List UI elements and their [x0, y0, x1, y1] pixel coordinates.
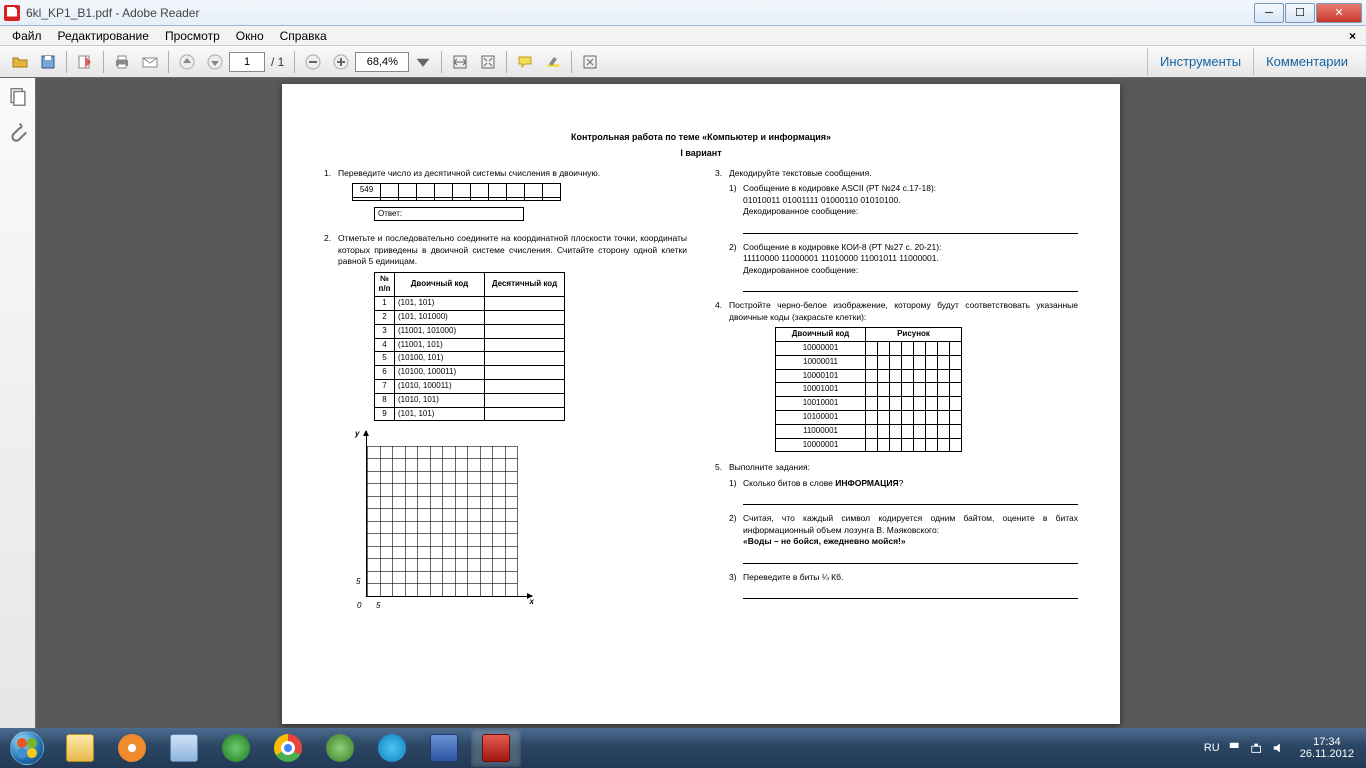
- reader-icon: [482, 734, 510, 762]
- tray-network-icon[interactable]: [1250, 741, 1264, 755]
- menu-file[interactable]: Файл: [4, 27, 50, 45]
- page-total: / 1: [271, 55, 284, 69]
- print-icon[interactable]: [110, 50, 134, 74]
- menu-view[interactable]: Просмотр: [157, 27, 228, 45]
- close-button[interactable]: ✕: [1316, 3, 1362, 23]
- save-icon[interactable]: [36, 50, 60, 74]
- pdf-page: Контрольная работа по теме «Компьютер и …: [282, 84, 1120, 724]
- zoom-out-icon[interactable]: [301, 50, 325, 74]
- title-bar: 6kl_KP1_B1.pdf - Adobe Reader ─ ☐ ✕: [0, 0, 1366, 26]
- language-indicator[interactable]: RU: [1204, 742, 1220, 754]
- thumbnails-icon[interactable]: [7, 86, 29, 108]
- system-tray: RU 17:3426.11.2012: [1198, 736, 1366, 760]
- tray-volume-icon[interactable]: [1272, 741, 1286, 755]
- fit-page-icon[interactable]: [476, 50, 500, 74]
- page-input[interactable]: 1: [229, 52, 265, 72]
- q1-table: 549: [352, 183, 561, 201]
- taskbar-word[interactable]: [419, 729, 469, 767]
- read-mode-icon[interactable]: [578, 50, 602, 74]
- taskbar-reader[interactable]: [471, 729, 521, 767]
- menu-help[interactable]: Справка: [272, 27, 335, 45]
- word-icon: [430, 734, 458, 762]
- calc-icon: [170, 734, 198, 762]
- agent-icon: [222, 734, 250, 762]
- taskbar-calc[interactable]: [159, 729, 209, 767]
- clock[interactable]: 17:3426.11.2012: [1294, 736, 1360, 760]
- start-button[interactable]: [0, 728, 54, 768]
- taskbar-skype[interactable]: [367, 729, 417, 767]
- zoom-dropdown-icon[interactable]: [411, 50, 435, 74]
- page-up-icon[interactable]: [175, 50, 199, 74]
- chrome-icon: [274, 734, 302, 762]
- q2-table: № п/пДвоичный кодДесятичный код 1(101, 1…: [374, 272, 565, 422]
- answer-line: [743, 282, 1078, 292]
- instruments-button[interactable]: Инструменты: [1147, 48, 1253, 75]
- zoom-in-icon[interactable]: [329, 50, 353, 74]
- highlight-icon[interactable]: [541, 50, 565, 74]
- zoom-input[interactable]: 68,4%: [355, 52, 409, 72]
- explorer-icon: [66, 734, 94, 762]
- taskbar-utorrent[interactable]: [315, 729, 365, 767]
- answer-line: [743, 589, 1078, 599]
- skype-icon: [378, 734, 406, 762]
- email-icon[interactable]: [138, 50, 162, 74]
- windows-orb-icon: [10, 731, 44, 765]
- comments-button[interactable]: Комментарии: [1253, 48, 1360, 75]
- maximize-button[interactable]: ☐: [1285, 3, 1315, 23]
- menu-close-icon[interactable]: ×: [1343, 29, 1362, 43]
- taskbar-explorer[interactable]: [55, 729, 105, 767]
- doc-variant: I вариант: [324, 148, 1078, 158]
- page-viewer[interactable]: Контрольная работа по теме «Компьютер и …: [36, 78, 1366, 728]
- taskbar-chrome[interactable]: [263, 729, 313, 767]
- comment-icon[interactable]: [513, 50, 537, 74]
- taskbar-agent[interactable]: [211, 729, 261, 767]
- window-title: 6kl_KP1_B1.pdf - Adobe Reader: [26, 6, 1253, 20]
- open-icon[interactable]: [8, 50, 32, 74]
- utorrent-icon: [326, 734, 354, 762]
- attachments-icon[interactable]: [7, 120, 29, 142]
- q1-answer: Ответ:: [374, 207, 524, 221]
- answer-line: [743, 495, 1078, 505]
- menu-edit[interactable]: Редактирование: [50, 27, 157, 45]
- right-column: 3.Декодируйте текстовые сообщения. 1)Соо…: [715, 168, 1078, 611]
- side-rail: [0, 78, 36, 728]
- minimize-button[interactable]: ─: [1254, 3, 1284, 23]
- doc-title: Контрольная работа по теме «Компьютер и …: [324, 132, 1078, 142]
- coordinate-grid: y x 0 5 5: [352, 431, 532, 611]
- app-icon: [4, 5, 20, 21]
- fit-width-icon[interactable]: [448, 50, 472, 74]
- q4-table: Двоичный кодРисунок 10000001 10000011 10…: [775, 327, 962, 452]
- taskbar: RU 17:3426.11.2012: [0, 728, 1366, 768]
- menu-window[interactable]: Окно: [228, 27, 272, 45]
- taskbar-wmp[interactable]: [107, 729, 157, 767]
- left-column: 1.Переведите число из десятичной системы…: [324, 168, 687, 611]
- wmp-icon: [118, 734, 146, 762]
- tray-flag-icon[interactable]: [1228, 741, 1242, 755]
- content-area: Контрольная работа по теме «Компьютер и …: [0, 78, 1366, 728]
- toolbar: 1 / 1 68,4% Инструменты Комментарии: [0, 46, 1366, 78]
- page-down-icon[interactable]: [203, 50, 227, 74]
- convert-icon[interactable]: [73, 50, 97, 74]
- answer-line: [743, 224, 1078, 234]
- answer-line: [743, 554, 1078, 564]
- menu-bar: Файл Редактирование Просмотр Окно Справк…: [0, 26, 1366, 46]
